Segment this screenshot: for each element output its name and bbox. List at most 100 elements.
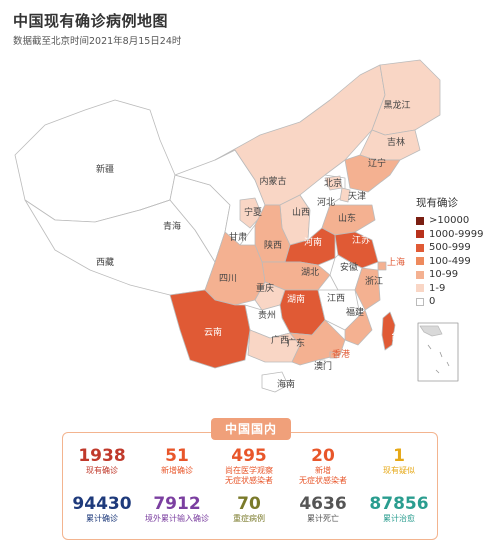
stat-value: 4636 (299, 494, 347, 514)
province-label-shanghai: 上海 (387, 256, 405, 268)
legend-item: 0 (416, 295, 484, 309)
province-tianjin (339, 187, 351, 203)
stat-label: 新增确诊 (161, 466, 193, 475)
page-subtitle: 数据截至北京时间2021年8月15日24时 (13, 36, 182, 47)
province-hainan (261, 371, 289, 393)
province-label-qinghai: 青海 (163, 220, 181, 232)
stat-item: 51 新增确诊 (140, 446, 214, 476)
stat-value: 495 (231, 446, 267, 466)
province-label-guangdong: 广东 (287, 337, 305, 349)
stat-label: 累计确诊 (86, 514, 118, 523)
province-label-neimenggu: 内蒙古 (259, 175, 286, 187)
stat-item: 4636 累计死亡 (286, 494, 360, 524)
province-label-sichuan: 四川 (219, 274, 237, 284)
stat-value: 1938 (78, 446, 126, 466)
province-label-xinjiang: 新疆 (96, 163, 114, 175)
province-hongkong (329, 351, 338, 359)
province-shanghai (377, 261, 387, 271)
province-label-chongqing: 重庆 (256, 282, 274, 294)
stat-value: 7912 (153, 494, 201, 514)
province-label-guizhou: 贵州 (258, 309, 276, 321)
legend-label: 1000-9999 (429, 228, 484, 240)
stat-item: 87856 累计治愈 (362, 494, 436, 524)
stat-label: 累计死亡 (307, 514, 339, 523)
province-label-hebei: 河北 (317, 196, 335, 208)
legend-label: 0 (429, 296, 436, 308)
stat-value: 70 (237, 494, 261, 514)
stat-item: 7912 境外累计输入确诊 (140, 494, 214, 524)
stat-value: 1 (393, 446, 405, 466)
stat-item: 495 尚在医学观察 无症状感染者 (212, 446, 286, 486)
legend-item: >10000 (416, 214, 484, 228)
map-legend: 现有确诊 >10000 1000-9999 500-999 100-499 10-99 1… (416, 195, 484, 309)
stat-label: 现有确诊 (86, 466, 118, 475)
stat-value: 87856 (369, 494, 429, 514)
province-macau (319, 359, 326, 365)
province-label-fujian: 福建 (346, 306, 364, 318)
province-label-xizang: 西藏 (96, 256, 114, 268)
stat-label: 重症病例 (233, 514, 265, 523)
province-xinjiang (14, 99, 176, 223)
stat-item: 70 重症病例 (212, 494, 286, 524)
province-label-ningxia: 宁夏 (244, 206, 262, 218)
province-label-henan: 河南 (304, 236, 322, 248)
province-label-yunnan: 云南 (204, 326, 222, 338)
stat-value: 94430 (72, 494, 132, 514)
province-label-shaanxi: 陕西 (264, 239, 282, 251)
province-label-gansu: 甘肃 (229, 231, 247, 243)
legend-swatch (416, 230, 424, 239)
legend-swatch (416, 216, 424, 225)
legend-item: 1-9 (416, 282, 484, 296)
legend-label: 500-999 (429, 242, 471, 254)
stats-panel-title: 中国国内 (211, 418, 291, 440)
province-label-guangxi: 广西 (271, 334, 289, 346)
legend-item: 1000-9999 (416, 228, 484, 242)
province-label-hubei: 湖北 (301, 267, 319, 278)
south-china-sea-inset (417, 322, 459, 382)
stat-value: 20 (311, 446, 335, 466)
province-label-heilongjiang: 黑龙江 (383, 99, 410, 111)
legend-swatch (416, 257, 424, 266)
province-label-liaoning: 辽宁 (368, 157, 386, 169)
legend-swatch (416, 243, 424, 252)
legend-label: 1-9 (429, 282, 446, 294)
legend-swatch (416, 297, 424, 306)
stat-item: 20 新增 无症状感染者 (286, 446, 360, 486)
province-label-shanxi: 山西 (292, 207, 310, 218)
stat-item: 1 现有疑似 (362, 446, 436, 476)
stat-label: 现有疑似 (383, 466, 415, 475)
page-title: 中国现有确诊病例地图 (13, 12, 169, 30)
province-label-shandong: 山东 (338, 212, 356, 224)
province-taiwan (381, 311, 396, 351)
province-label-taiwan: 台湾 (391, 330, 409, 342)
stat-label: 新增 无症状感染者 (299, 466, 347, 485)
legend-label: 100-499 (429, 255, 471, 267)
province-label-jiangxi: 江西 (327, 293, 345, 304)
legend-swatch (416, 270, 424, 279)
province-liaoning (344, 154, 401, 193)
province-label-jilin: 吉林 (387, 136, 405, 148)
legend-label: 10-99 (429, 269, 459, 281)
province-ningxia (239, 197, 263, 229)
legend-item: 500-999 (416, 241, 484, 255)
legend-item: 100-499 (416, 255, 484, 269)
province-zhejiang (354, 267, 381, 311)
stat-label: 累计治愈 (383, 514, 415, 523)
province-label-macau: 澳门 (314, 360, 332, 372)
province-label-anhui: 安徽 (340, 261, 358, 273)
province-label-tianjin: 天津 (348, 191, 366, 202)
province-label-jiangsu: 江苏 (352, 234, 370, 246)
stat-item: 94430 累计确诊 (65, 494, 139, 524)
stat-value: 51 (165, 446, 189, 466)
stat-item: 1938 现有确诊 (65, 446, 139, 476)
province-neimenggu (214, 64, 386, 206)
legend-title: 现有确诊 (416, 197, 458, 209)
stat-label: 境外累计输入确诊 (145, 514, 209, 523)
province-label-zhejiang: 浙江 (365, 275, 383, 287)
province-label-hunan: 湖南 (287, 293, 305, 305)
legend-label: >10000 (429, 215, 470, 227)
legend-swatch (416, 284, 424, 293)
legend-item: 10-99 (416, 268, 484, 282)
province-label-hongkong: 香港 (332, 348, 350, 360)
